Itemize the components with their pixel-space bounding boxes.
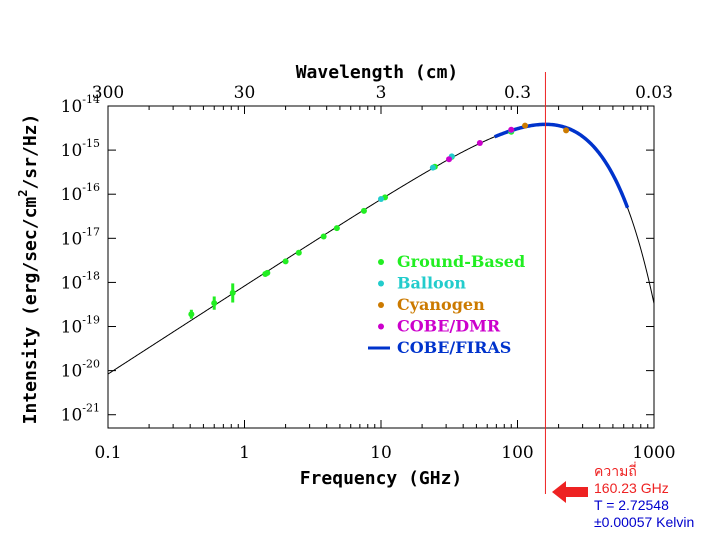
y-tick-label: 10-17	[61, 225, 100, 249]
ground-based-point	[188, 311, 195, 318]
top-tick-label: 3	[376, 83, 387, 103]
ground-based-point	[320, 233, 327, 240]
x-tick-label: 10	[370, 443, 392, 463]
plot-frame	[107, 105, 655, 429]
annotation-line-1: ความถี่	[594, 462, 637, 479]
y-tick-label: 10-16	[61, 181, 100, 205]
y-tick-label: 10-15	[61, 137, 100, 161]
cobe-dmr-point	[508, 126, 515, 133]
annotation-line-4: ±0.00057 Kelvin	[594, 514, 694, 530]
legend-label-cobe-dmr: COBE/DMR	[397, 317, 501, 336]
y-tick-label: 10-14	[61, 93, 100, 117]
top-tick-label: 30	[234, 83, 256, 103]
legend-label-balloon: Balloon	[397, 274, 466, 293]
legend-label-cobe-firas: COBE/FIRAS	[397, 338, 511, 357]
x-axis-title: Frequency (GHz)	[300, 468, 463, 489]
x-tick-label: 1000	[632, 443, 675, 463]
ground-based-point	[295, 249, 302, 256]
balloon-point	[378, 195, 384, 202]
y-tick-label: 10-18	[61, 269, 100, 293]
y-tick-label: 10-21	[61, 402, 100, 426]
ground-based-point	[282, 258, 289, 265]
ground-based-point	[229, 289, 236, 296]
balloon-point	[429, 164, 436, 171]
y-tick-label: 10-19	[61, 314, 100, 338]
x-tick-label: 1	[239, 443, 250, 463]
y-tick-label: 10-20	[61, 358, 100, 382]
ground-based-point	[264, 269, 271, 276]
legend-swatch-cobe-dmr	[378, 323, 384, 330]
legend-swatch-balloon	[378, 280, 384, 287]
cobe-dmr-point	[446, 156, 453, 163]
ground-based-point	[211, 300, 218, 307]
top-axis-title: Wavelength (cm)	[296, 62, 459, 83]
x-tick-label: 100	[501, 443, 533, 463]
annotation-line-2: 160.23 GHz	[594, 480, 669, 496]
peak-arrow-icon	[552, 481, 588, 503]
legend-label-ground-based: Ground-Based	[397, 252, 525, 271]
ground-based-point	[333, 225, 340, 232]
cobe-dmr-point	[476, 139, 483, 146]
firas-data-line	[493, 122, 630, 209]
ground-based-point	[360, 207, 367, 214]
top-tick-label: 0.3	[504, 83, 531, 103]
y-axis-title: Intensity (erg/sec/cm2/sr/Hz)	[16, 114, 41, 425]
legend-swatch-ground-based	[378, 259, 384, 265]
x-tick-label: 0.1	[94, 443, 121, 463]
top-tick-label: 0.03	[635, 83, 673, 103]
cyanogen-point	[522, 122, 529, 129]
blackbody-curve	[107, 123, 655, 375]
legend-label-cyanogen: Cyanogen	[397, 295, 485, 314]
legend-swatch-cyanogen	[378, 302, 384, 308]
top-tick-label: 300	[92, 83, 124, 103]
annotation-line-3: T = 2.72548	[594, 497, 669, 513]
cyanogen-point	[563, 127, 570, 134]
